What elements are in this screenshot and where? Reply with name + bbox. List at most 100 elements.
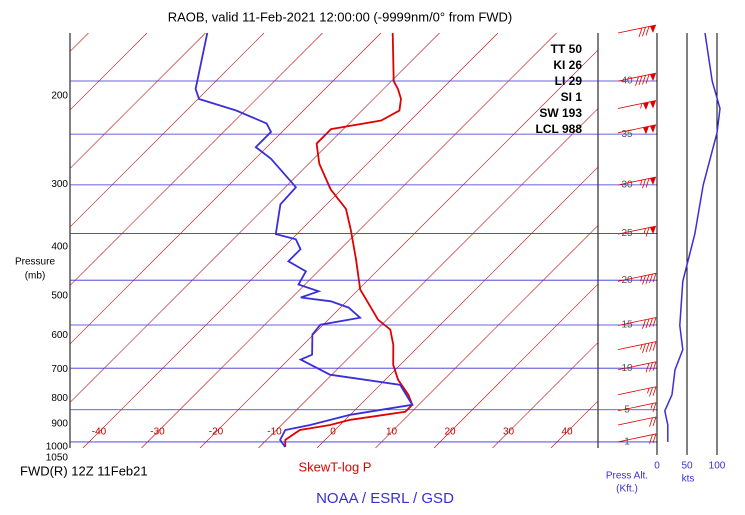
barb-feather bbox=[649, 434, 653, 444]
barb-flag bbox=[643, 126, 649, 135]
barb-shaft bbox=[617, 433, 657, 443]
barb-flag bbox=[650, 226, 656, 235]
barb-shaft bbox=[617, 341, 657, 351]
isotherm bbox=[258, 108, 598, 448]
barb-feather bbox=[649, 387, 653, 397]
altitude-tick-label: 1 bbox=[624, 437, 630, 448]
y-tick-label: 800 bbox=[51, 393, 68, 404]
barb-feather bbox=[650, 403, 653, 409]
y-tick-label: 900 bbox=[51, 419, 68, 430]
barb-feather bbox=[643, 228, 646, 234]
stability-index: LI 29 bbox=[555, 74, 583, 88]
isotherm bbox=[375, 225, 598, 448]
x-tick-label: 20 bbox=[444, 427, 456, 438]
x-tick-label: 10 bbox=[386, 427, 398, 438]
altitude-tick-label: 30 bbox=[621, 180, 633, 191]
x-tick-label: 0 bbox=[330, 427, 336, 438]
y-tick-label: 600 bbox=[51, 330, 68, 341]
barb-feather bbox=[642, 343, 646, 353]
barb-shaft bbox=[617, 176, 657, 186]
isotherm bbox=[316, 166, 598, 448]
isotherm bbox=[70, 33, 323, 286]
barb-shaft bbox=[617, 124, 657, 134]
isotherm bbox=[82, 33, 499, 448]
barb-feather bbox=[645, 342, 650, 353]
barb-feather bbox=[645, 178, 650, 188]
barb-shaft bbox=[617, 100, 657, 109]
wind-barb bbox=[617, 317, 657, 329]
barb-shaft bbox=[617, 386, 657, 396]
wind-barb bbox=[617, 416, 657, 427]
barb-shaft bbox=[617, 361, 657, 371]
barb-feather bbox=[640, 276, 643, 282]
wind-barb bbox=[617, 72, 657, 86]
barb-shaft bbox=[617, 272, 657, 282]
credit: NOAA / ESRL / GSD bbox=[316, 490, 454, 507]
barb-feather bbox=[649, 318, 653, 328]
wind-speed-line bbox=[664, 32, 721, 442]
barb-feather bbox=[645, 74, 650, 84]
wind-barb bbox=[617, 176, 657, 189]
barb-feather bbox=[642, 319, 646, 329]
wind-barb bbox=[617, 124, 657, 135]
y-axis-label: (mb) bbox=[25, 271, 46, 282]
plot-area bbox=[70, 33, 745, 448]
barb-feather bbox=[645, 227, 650, 237]
y-tick-label: 500 bbox=[51, 290, 68, 301]
barb-feather bbox=[638, 75, 643, 86]
barb-feather bbox=[640, 179, 643, 186]
barb-feather bbox=[647, 388, 650, 394]
barb-feather bbox=[642, 179, 646, 189]
isotherm bbox=[70, 33, 89, 52]
speed-axis-label: kts bbox=[682, 474, 695, 485]
wind-barb bbox=[617, 225, 657, 237]
speed-tick-label: 100 bbox=[709, 461, 726, 472]
barb-feather bbox=[652, 273, 657, 283]
wind-barb bbox=[617, 361, 657, 373]
altitude-tick-label: 40 bbox=[621, 76, 633, 87]
chart-title: RAOB, valid 11-Feb-2021 12:00:00 (-9999n… bbox=[168, 9, 513, 24]
barb-flag bbox=[650, 100, 656, 109]
barb-feather bbox=[652, 317, 657, 327]
barb-feather bbox=[642, 75, 646, 85]
wind-barb bbox=[617, 402, 657, 412]
isotherm bbox=[492, 342, 598, 448]
y-tick-label: 1000 bbox=[46, 442, 69, 453]
barb-feather bbox=[645, 363, 650, 373]
altitude-axis-label: Press Alt. bbox=[606, 471, 648, 482]
x-axis-label: SkewT-log P bbox=[299, 459, 372, 474]
barb-flag bbox=[650, 73, 656, 82]
barb-feather bbox=[652, 433, 657, 444]
y-tick-label: 1050 bbox=[46, 452, 69, 463]
barb-shaft bbox=[617, 416, 657, 426]
x-tick-label: -20 bbox=[209, 427, 224, 438]
barb-feather bbox=[640, 103, 643, 109]
isotherm bbox=[70, 33, 440, 403]
barb-flag bbox=[650, 124, 656, 133]
isotherm bbox=[70, 33, 206, 169]
y-axis-label: Pressure bbox=[15, 257, 55, 268]
barb-flag bbox=[643, 101, 649, 110]
wind-barb bbox=[617, 100, 657, 110]
barb-feather bbox=[652, 341, 657, 351]
barb-feather bbox=[645, 318, 650, 329]
barb-feather bbox=[652, 416, 657, 427]
stability-index: TT 50 bbox=[551, 42, 583, 56]
altitude-tick-label: 25 bbox=[621, 228, 633, 239]
stability-index: SI 1 bbox=[561, 90, 583, 104]
barb-feather bbox=[645, 274, 650, 284]
isotherm bbox=[433, 283, 598, 448]
speed-tick-label: 0 bbox=[654, 461, 660, 472]
stability-index: SW 193 bbox=[539, 106, 582, 120]
stability-index: LCL 988 bbox=[536, 122, 583, 136]
isotherm bbox=[668, 33, 745, 448]
barb-shaft bbox=[617, 225, 657, 235]
speed-tick-label: 50 bbox=[681, 461, 693, 472]
barb-shaft bbox=[617, 24, 657, 34]
barb-feather bbox=[649, 417, 653, 427]
barb-feather bbox=[652, 402, 657, 412]
y-tick-label: 700 bbox=[51, 364, 68, 375]
barb-shaft bbox=[617, 317, 657, 326]
footer-label: FWD(R) 12Z 11Feb21 bbox=[20, 463, 148, 478]
